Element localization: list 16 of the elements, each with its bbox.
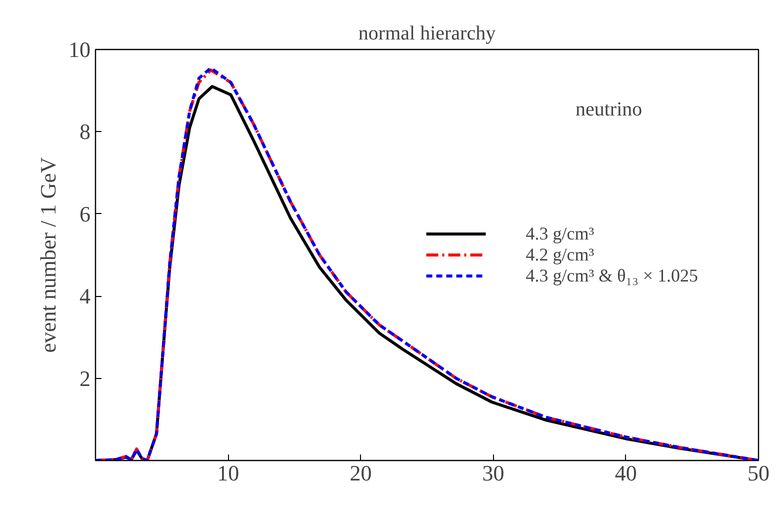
legend-label: 4.2 g/cm³ (526, 244, 594, 265)
legend-label: 4.3 g/cm³ & θ₁₃ × 1.025 (526, 265, 698, 286)
y-tick-label: 2 (80, 366, 90, 391)
x-tick-label: 20 (350, 460, 372, 486)
x-tick-label: 10 (217, 460, 240, 486)
y-tick-label: 6 (80, 201, 90, 226)
y-tick-label: 10 (68, 37, 90, 62)
y-tick-label: 8 (80, 119, 90, 144)
x-tick-label: 40 (614, 460, 637, 486)
x-tick-label: 50 (748, 460, 770, 486)
annotation: neutrino (576, 98, 642, 120)
y-tick-label: 4 (80, 284, 90, 309)
y-axis-title: event number / 1 GeV (36, 157, 60, 353)
x-tick-label: 30 (482, 460, 504, 486)
chart-title: normal hierarchy (358, 22, 496, 44)
legend-label: 4.3 g/cm³ (526, 223, 594, 244)
